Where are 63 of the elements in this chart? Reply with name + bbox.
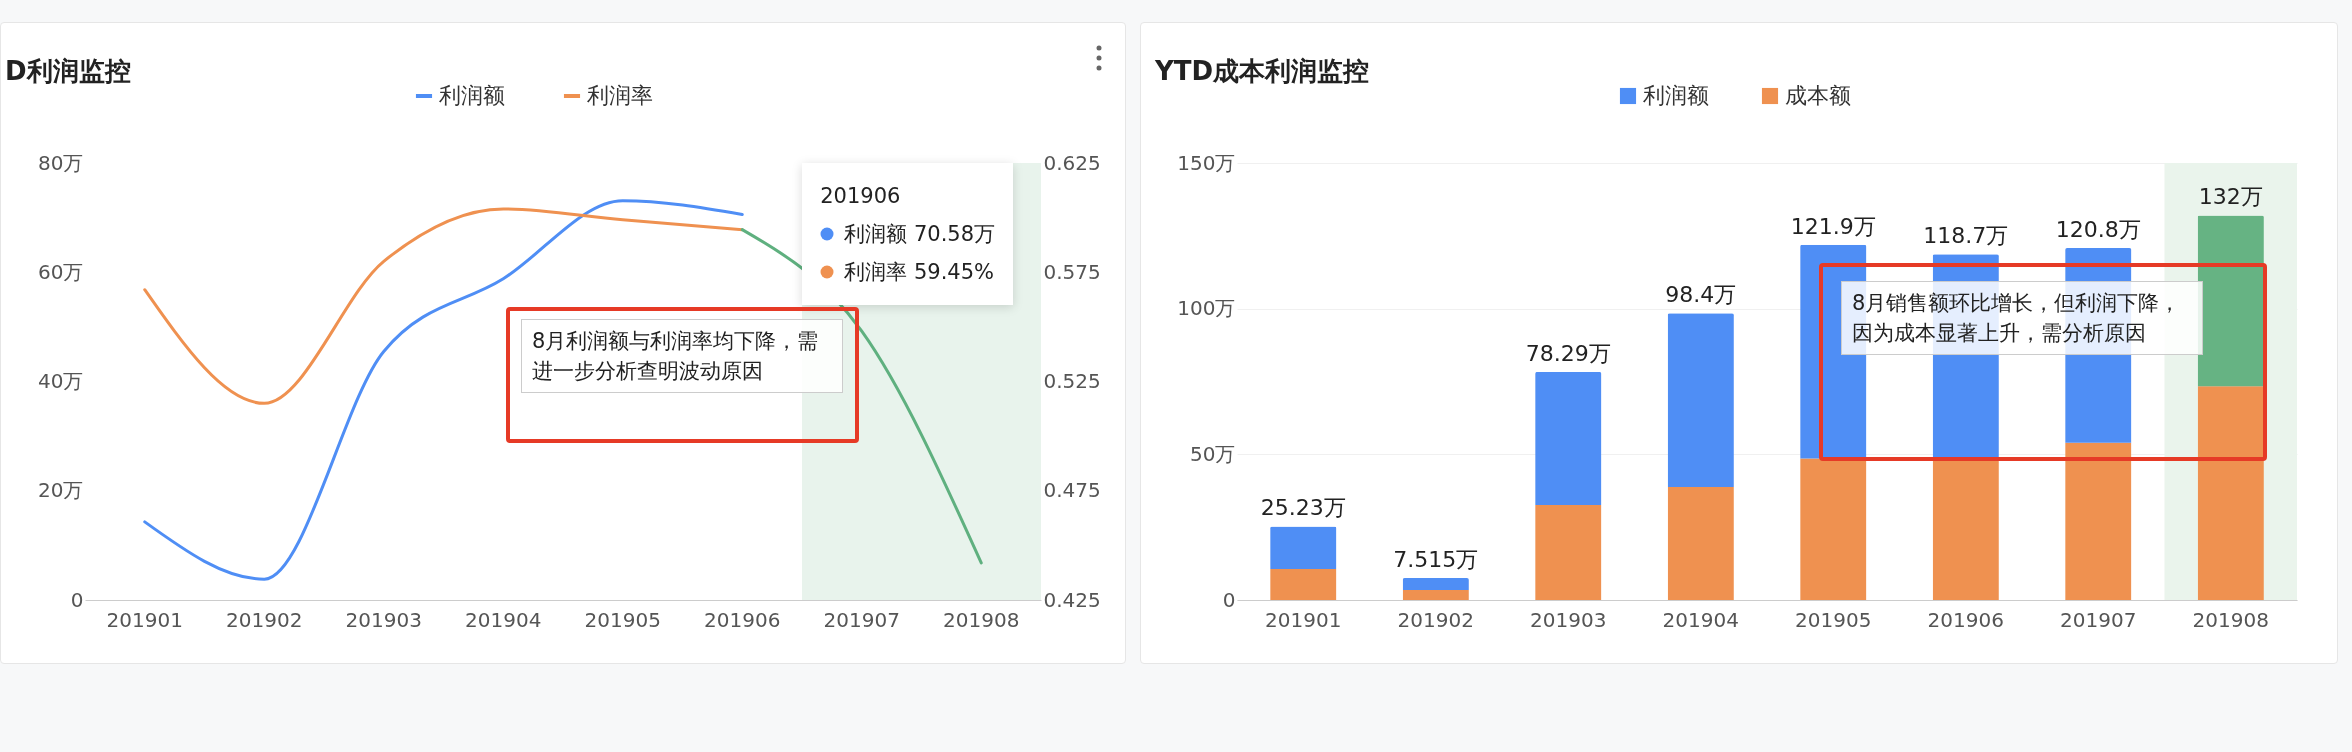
bar bbox=[2197, 215, 2264, 387]
y-tick-label: 0 bbox=[70, 587, 84, 612]
bar bbox=[1535, 505, 1602, 600]
annotation: 201906 bbox=[820, 183, 902, 210]
bar bbox=[1800, 458, 1867, 600]
legend-label: 利润额 bbox=[1643, 83, 1709, 108]
y-tick-label: 150万 bbox=[1177, 150, 1236, 175]
y2-tick-label: 0.625 bbox=[1043, 150, 1101, 175]
y2-tick-label: 0.425 bbox=[1043, 587, 1101, 612]
bar bbox=[1932, 459, 1999, 600]
annotation: 利润率 59.45% bbox=[843, 259, 995, 286]
bar bbox=[1270, 526, 1337, 570]
total-label: 120.8万 bbox=[2055, 217, 2141, 243]
total-label: 98.4万 bbox=[1665, 282, 1737, 308]
total-label: 25.23万 bbox=[1260, 495, 1346, 521]
bar bbox=[1667, 486, 1734, 600]
x-tick-label: 201902 bbox=[1397, 607, 1474, 632]
x-tick-label: 201904 bbox=[465, 607, 542, 632]
y2-tick-label: 0.525 bbox=[1043, 369, 1101, 393]
x-tick-label: 201901 bbox=[106, 607, 183, 632]
bar bbox=[1402, 578, 1469, 591]
total-label: 7.515万 bbox=[1393, 547, 1479, 573]
total-label: 118.7万 bbox=[1923, 223, 2009, 249]
x-tick-label: 201904 bbox=[1662, 607, 1739, 632]
y-tick-label: 100万 bbox=[1177, 296, 1236, 321]
bar bbox=[1667, 313, 1734, 487]
annotation: 利润额 70.58万 bbox=[843, 221, 996, 248]
legend-label: 成本额 bbox=[1785, 83, 1851, 108]
total-label: 132万 bbox=[2198, 184, 2263, 210]
x-tick-label: 201902 bbox=[226, 607, 303, 632]
x-tick-label: 201905 bbox=[1795, 607, 1872, 632]
y2-tick-label: 0.575 bbox=[1043, 259, 1101, 284]
bar bbox=[2065, 442, 2132, 600]
x-tick-label: 201901 bbox=[1265, 607, 1342, 632]
y-tick-label: 20万 bbox=[38, 478, 84, 503]
x-tick-label: 201908 bbox=[2192, 607, 2269, 632]
y-tick-label: 0 bbox=[1222, 587, 1236, 612]
legend-label: 利润率 bbox=[587, 83, 653, 108]
total-label: 78.29万 bbox=[1525, 340, 1611, 366]
y-tick-label: 60万 bbox=[38, 259, 84, 284]
chart-title: D利润监控 bbox=[5, 56, 131, 86]
legend-label: 利润额 bbox=[439, 83, 505, 108]
x-tick-label: 201903 bbox=[1530, 607, 1607, 632]
x-tick-label: 201907 bbox=[2060, 607, 2137, 632]
annotation: 8月利润额与利润率均下降，需进一步分析查明波动原因 bbox=[521, 319, 843, 393]
bar bbox=[1535, 371, 1602, 506]
hover-tooltip: 201906 利润额 70.58万 利润率 59.45% bbox=[802, 163, 1014, 305]
x-tick-label: 201907 bbox=[823, 607, 900, 632]
annotation: 8月销售额环比增长，但利润下降，因为成本显著上升，需分析原因 bbox=[1841, 281, 2203, 355]
y-tick-label: 40万 bbox=[38, 369, 84, 393]
x-tick-label: 201908 bbox=[943, 607, 1020, 632]
y2-tick-label: 0.475 bbox=[1043, 478, 1101, 503]
chart-title: YTD成本利润监控 bbox=[1154, 56, 1370, 86]
y-tick-label: 80万 bbox=[38, 150, 84, 175]
bar bbox=[1270, 569, 1337, 600]
x-tick-label: 201903 bbox=[345, 607, 422, 632]
bar bbox=[2197, 386, 2264, 600]
x-tick-label: 201905 bbox=[584, 607, 661, 632]
total-label: 121.9万 bbox=[1790, 213, 1876, 239]
bar bbox=[1402, 590, 1469, 600]
y-tick-label: 50万 bbox=[1190, 441, 1236, 466]
x-tick-label: 201906 bbox=[1927, 607, 2004, 632]
x-tick-label: 201906 bbox=[704, 607, 781, 632]
